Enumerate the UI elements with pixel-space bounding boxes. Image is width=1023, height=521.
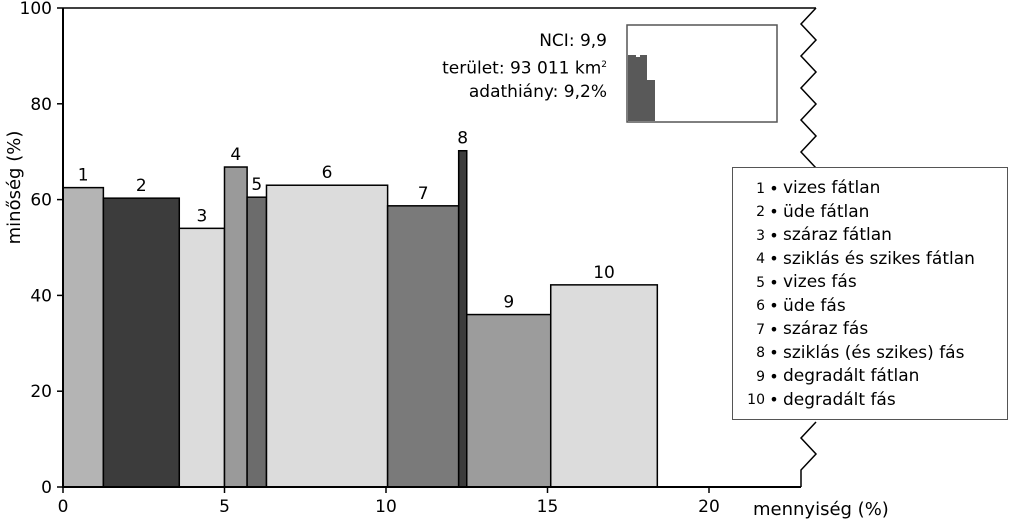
- bar-label-1: 1: [78, 166, 89, 186]
- y-tick-label: 60: [30, 191, 52, 211]
- legend-item-5: 5 • vizes fás: [733, 271, 1007, 295]
- y-tick-label: 100: [20, 0, 52, 19]
- legend-item-number: 1: [756, 180, 765, 197]
- x-tick-label: 0: [58, 497, 69, 517]
- bar-label-10: 10: [593, 263, 615, 283]
- legend-item-number: 3: [756, 227, 765, 244]
- bar-labels-layer: 1 2 3 45 6 7 8 9 10: [78, 129, 615, 313]
- area-value: terület: 93 011 km2: [442, 58, 607, 79]
- legend-item-number: 2: [756, 204, 765, 221]
- bullet-icon: •: [769, 249, 779, 269]
- inset-map-shape: [628, 55, 655, 121]
- y-tick-label: 40: [30, 286, 52, 306]
- legend-item-9: 9 • degradált fátlan: [733, 365, 1007, 389]
- bar-label-4: 4: [230, 145, 241, 165]
- bar-label-5: 5: [251, 175, 262, 195]
- legend-item-label: degradált fátlan: [783, 366, 920, 387]
- legend-item-8: 8 • sziklás (és szikes) fás: [733, 342, 1007, 366]
- legend-item-label: vizes fátlan: [783, 178, 881, 199]
- bullet-icon: •: [769, 272, 779, 292]
- bullet-icon: •: [769, 202, 779, 222]
- bar-label-9: 9: [503, 293, 514, 313]
- legend-item-7: 7 • száraz fás: [733, 318, 1007, 342]
- axes-lines: [62, 8, 801, 488]
- legend-item-number: 8: [756, 345, 765, 362]
- legend-item-number: 4: [756, 251, 765, 268]
- legend-item-label: degradált fás: [783, 389, 896, 410]
- legend-item-label: száraz fátlan: [783, 225, 892, 246]
- bars-layer: [62, 149, 659, 488]
- y-tick-label: 20: [30, 382, 52, 402]
- bar-3: [178, 227, 226, 488]
- legend-item-10: 10 • degradált fás: [733, 389, 1007, 413]
- legend-item-3: 3 • száraz fátlan: [733, 224, 1007, 248]
- legend-item-4: 4 • sziklás és szikes fátlan: [733, 248, 1007, 272]
- bar-label-3: 3: [196, 206, 207, 226]
- legend-item-label: száraz fás: [783, 319, 869, 340]
- bar-1: [62, 186, 105, 488]
- legend-item-label: üde fás: [783, 295, 846, 316]
- info-box: NCI: 9,9 terület: 93 011 km2 adathiány: …: [442, 30, 607, 104]
- bar-9: [466, 313, 552, 488]
- missing-data-value: adathiány: 9,2%: [468, 81, 607, 102]
- bar-5: [246, 196, 268, 488]
- bullet-icon: •: [769, 366, 779, 386]
- bullet-icon: •: [769, 225, 779, 245]
- bullet-icon: •: [769, 319, 779, 339]
- axis-break-zigzag: [799, 7, 818, 487]
- legend-item-label: sziklás és szikes fátlan: [783, 248, 975, 269]
- bullet-icon: •: [769, 296, 779, 316]
- nci-value: NCI: 9,9: [539, 31, 607, 51]
- bullet-icon: •: [769, 343, 779, 363]
- legend-item-number: 7: [756, 321, 765, 338]
- bar-label-6: 6: [322, 163, 333, 183]
- bullet-icon: •: [769, 390, 779, 410]
- legend-item-number: 6: [756, 298, 765, 315]
- bar-6: [265, 184, 389, 488]
- x-tick-label: 15: [537, 497, 559, 517]
- bar-7: [386, 205, 460, 488]
- plot-frame: [62, 7, 818, 488]
- legend-item-number: 5: [756, 274, 765, 291]
- bullet-icon: •: [769, 178, 779, 198]
- bar-2: [102, 197, 181, 488]
- legend-item-2: 2 • üde fátlan: [733, 201, 1007, 225]
- legend-item-number: 10: [747, 392, 765, 409]
- y-tick-label: 80: [30, 95, 52, 115]
- x-tick-label: 20: [698, 497, 720, 517]
- bar-label-2: 2: [136, 176, 147, 196]
- y-tick-label: 0: [41, 478, 52, 498]
- bar-10: [549, 284, 659, 488]
- inset-map: [626, 24, 778, 123]
- bar-4: [223, 166, 248, 488]
- legend-item-label: üde fátlan: [783, 201, 870, 222]
- legend-item-number: 9: [756, 368, 765, 385]
- bar-label-8: 8: [457, 129, 468, 149]
- legend-item-label: vizes fás: [783, 272, 857, 293]
- x-tick-label: 5: [219, 497, 230, 517]
- x-tick-label: 10: [375, 497, 397, 517]
- legend-item-1: 1 • vizes fátlan: [733, 177, 1007, 201]
- legend-item-label: sziklás (és szikes) fás: [783, 342, 965, 363]
- bar-8: [457, 149, 468, 488]
- legend-item-6: 6 • üde fás: [733, 295, 1007, 319]
- y-axis-label: minőség (%): [4, 131, 25, 245]
- bar-label-7: 7: [418, 184, 429, 204]
- x-axis-label: mennyiség (%): [753, 499, 889, 520]
- legend: 1 • vizes fátlan 2 • üde fátlan 3 • száraz fátla…: [732, 167, 1008, 420]
